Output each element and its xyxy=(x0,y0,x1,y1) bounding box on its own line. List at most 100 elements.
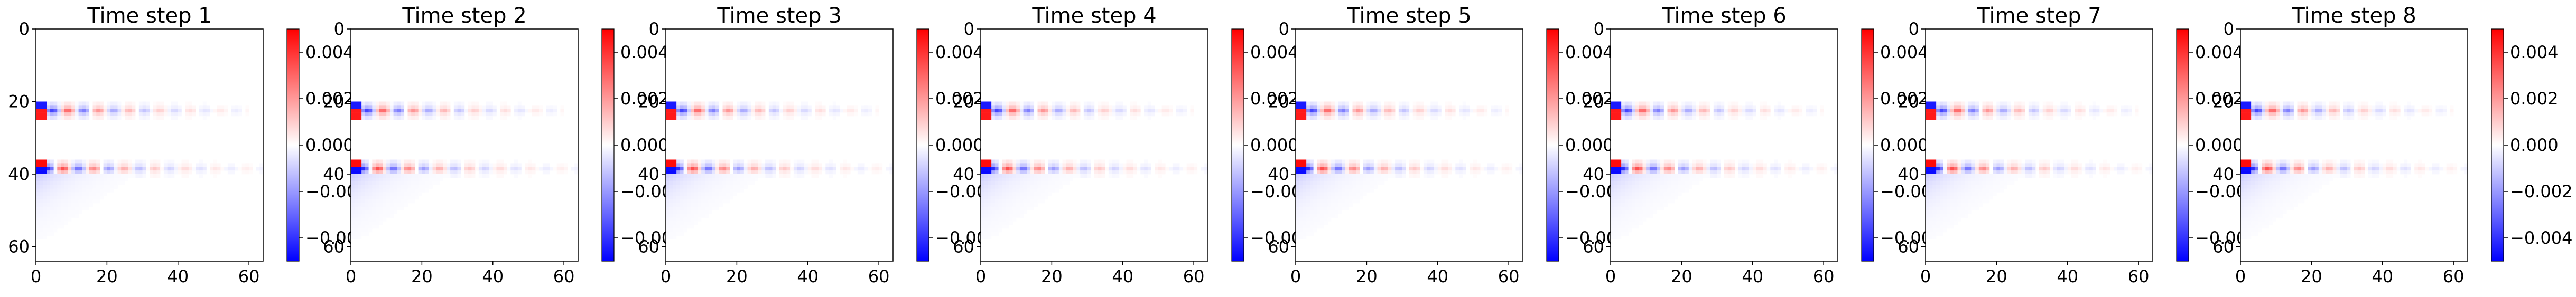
heatmap-cell xyxy=(379,206,383,211)
heatmap-cell xyxy=(379,181,383,185)
heatmap-cell xyxy=(425,188,430,193)
heatmap-cell xyxy=(704,199,709,204)
heatmap-cell xyxy=(379,174,383,178)
heatmap-cell xyxy=(1055,170,1059,175)
heatmap-cell xyxy=(1628,105,1632,109)
heatmap-cell xyxy=(142,101,146,106)
heatmap-cell xyxy=(1296,174,1300,178)
heatmap-cell xyxy=(994,177,999,182)
heatmap-cell xyxy=(1094,167,1099,171)
heatmap-cell xyxy=(1667,109,1671,113)
heatmap-cell xyxy=(2124,109,2128,113)
heatmap-cell xyxy=(998,167,1002,171)
heatmap-cell xyxy=(1037,167,1041,171)
heatmap-cell xyxy=(722,185,727,189)
heatmap-cell xyxy=(1370,159,1374,164)
heatmap-cell xyxy=(1617,170,1622,175)
heatmap-cell xyxy=(1699,163,1703,167)
heatmap-cell xyxy=(988,214,992,218)
heatmap-cell xyxy=(61,163,65,167)
heatmap-cell xyxy=(1130,116,1134,120)
heatmap-cell xyxy=(92,112,97,117)
heatmap-cell xyxy=(981,214,985,218)
heatmap-cell xyxy=(354,185,358,189)
colorbar-tick-label: 0.004 xyxy=(620,42,669,62)
heatmap-cell xyxy=(1069,109,1073,113)
heatmap-cell xyxy=(2075,109,2079,113)
heatmap-cell xyxy=(57,174,61,178)
heatmap-cell xyxy=(1356,163,1360,167)
heatmap-cell xyxy=(368,116,373,120)
heatmap-cell xyxy=(1002,112,1006,117)
heatmap-cell xyxy=(1204,170,1208,175)
heatmap-cell xyxy=(43,203,47,207)
heatmap-cell xyxy=(1628,203,1632,207)
heatmap-cell xyxy=(1996,101,2001,106)
heatmap-cell xyxy=(351,228,355,233)
heatmap-cell xyxy=(1770,170,1774,175)
heatmap-cell xyxy=(2075,105,2079,109)
heatmap-cell xyxy=(1345,167,1350,171)
heatmap-cell xyxy=(1194,163,1198,167)
heatmap-cell xyxy=(1016,210,1020,214)
heatmap-cell xyxy=(68,109,72,113)
heatmap-cell xyxy=(1012,188,1017,193)
heatmap-cell xyxy=(86,181,90,185)
heatmap-cell xyxy=(825,170,830,175)
heatmap-cell xyxy=(2011,105,2015,109)
heatmap-cell xyxy=(478,174,482,178)
heatmap-cell xyxy=(358,177,362,182)
heatmap-cell xyxy=(673,232,677,236)
heatmap-cell xyxy=(1738,163,1742,167)
heatmap-cell xyxy=(704,196,709,200)
heatmap-cell xyxy=(1611,221,1615,225)
heatmap-cell xyxy=(981,217,985,222)
heatmap-cell xyxy=(1041,112,1045,117)
heatmap-cell xyxy=(804,112,808,117)
heatmap-cell xyxy=(1352,163,1356,167)
heatmap-cell xyxy=(43,112,47,117)
colorbar-tick-label: 0.004 xyxy=(1880,42,1929,62)
heatmap-cell xyxy=(1098,163,1102,167)
heatmap-cell xyxy=(1459,105,1463,109)
heatmap-cell xyxy=(2075,112,2079,117)
heatmap-cell xyxy=(178,170,182,175)
heatmap-cell xyxy=(666,225,670,229)
heatmap-cell xyxy=(500,105,504,109)
heatmap-cell xyxy=(998,177,1002,182)
heatmap-cell xyxy=(1799,167,1803,171)
heatmap-cell xyxy=(994,170,999,175)
heatmap-cell xyxy=(708,199,712,204)
heatmap-cell xyxy=(1094,109,1099,113)
heatmap-cell xyxy=(1745,174,1750,178)
heatmap-cell xyxy=(64,101,68,106)
heatmap-cell xyxy=(397,159,401,164)
heatmap-cell xyxy=(383,170,387,175)
heatmap-cell xyxy=(372,181,376,185)
heatmap-cell xyxy=(354,105,358,109)
heatmap-cell xyxy=(1402,170,1406,175)
heatmap-cell xyxy=(1434,105,1438,109)
heatmap-cell xyxy=(1802,163,1806,167)
heatmap-cell xyxy=(726,101,730,106)
heatmap-cell xyxy=(99,192,104,196)
heatmap-cell xyxy=(687,214,691,218)
heatmap-cell xyxy=(163,112,168,117)
heatmap-cell xyxy=(1359,185,1363,189)
heatmap-cell xyxy=(680,225,684,229)
heatmap-cell xyxy=(1119,109,1123,113)
heatmap-cell xyxy=(1019,177,1024,182)
heatmap-cell xyxy=(2078,109,2082,113)
heatmap-cell xyxy=(1621,167,1625,171)
heatmap-cell xyxy=(163,159,168,164)
heatmap-cell xyxy=(765,174,769,178)
heatmap-cell xyxy=(1299,112,1303,117)
heatmap-cell xyxy=(691,199,695,204)
heatmap-cell xyxy=(783,159,787,164)
heatmap-cell xyxy=(114,116,118,120)
heatmap-cell xyxy=(401,177,405,182)
heatmap-cell xyxy=(1370,185,1374,189)
heatmap-cell xyxy=(128,174,132,178)
heatmap-cell xyxy=(486,112,490,117)
heatmap-cell xyxy=(1296,170,1300,175)
